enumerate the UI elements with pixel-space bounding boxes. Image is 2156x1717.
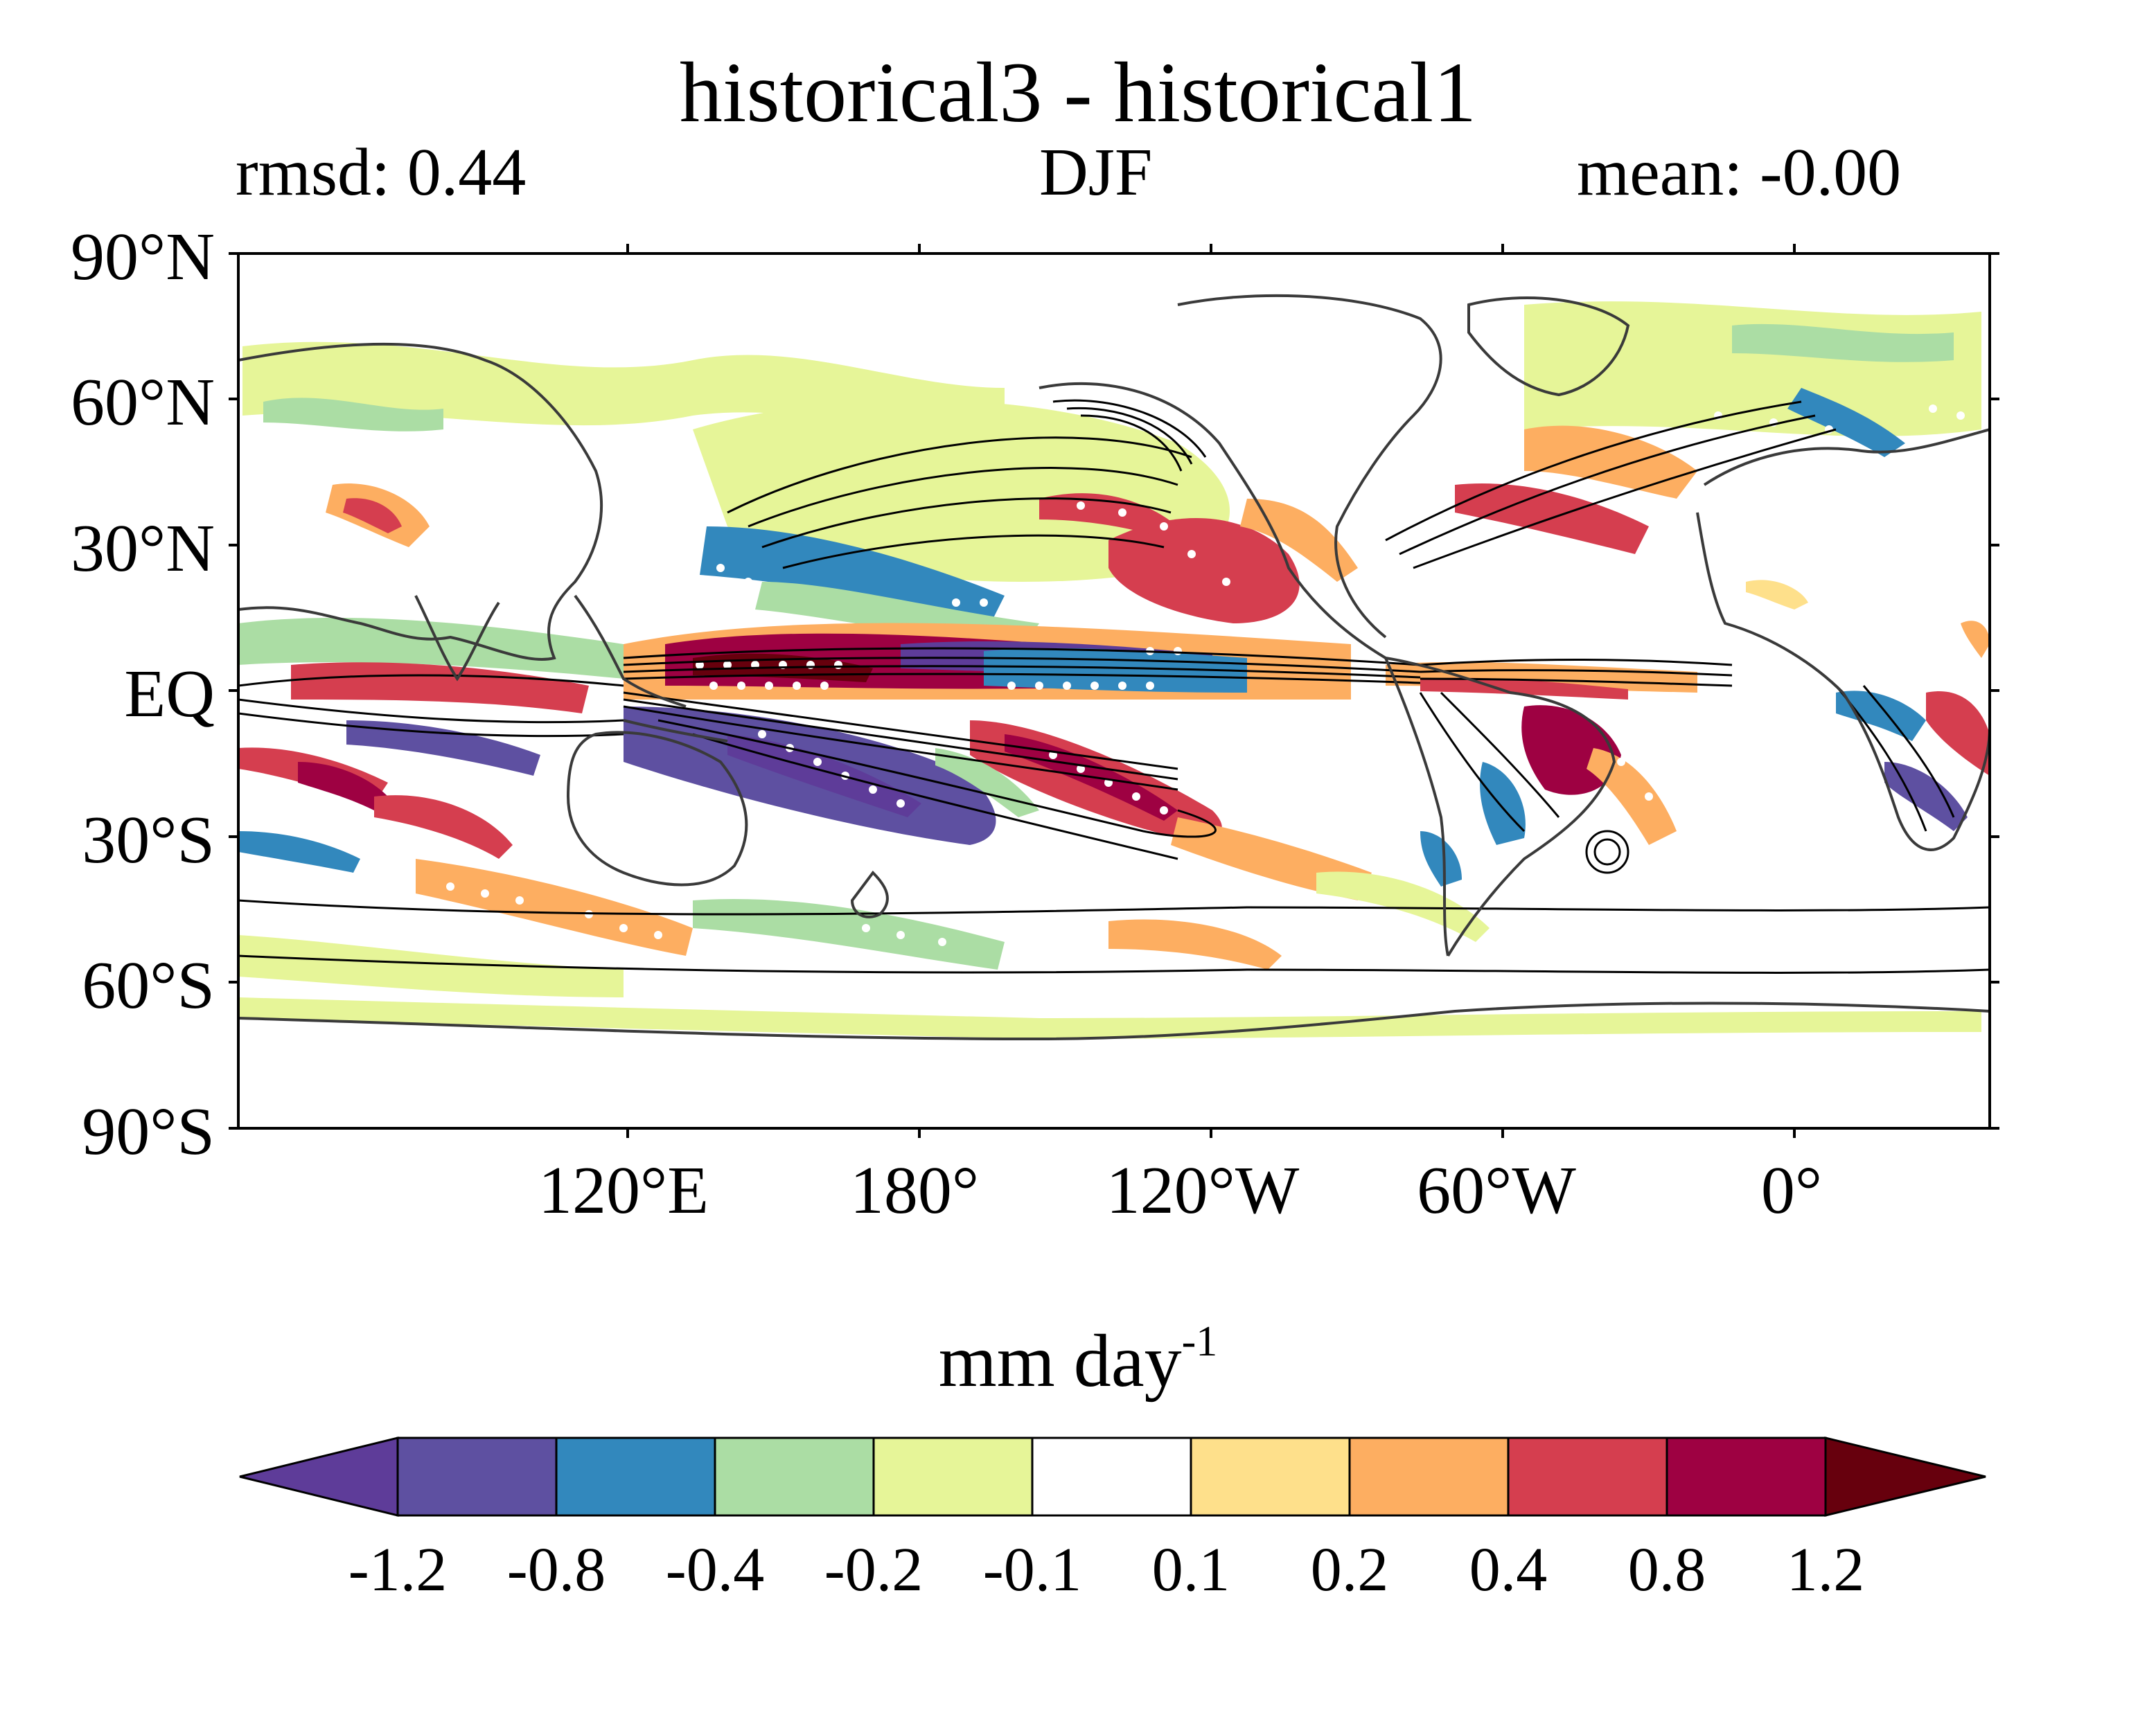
rmsd-label: rmsd: 0.44	[236, 135, 527, 210]
unit-text: mm day	[938, 1320, 1182, 1403]
y-tick-label: 60°S	[82, 948, 215, 1023]
axis-ticks	[229, 244, 1999, 1138]
x-tick-label: 180°	[849, 1153, 980, 1228]
unit-exponent: -1	[1181, 1318, 1218, 1365]
colorbar-tick-label: 0.8	[1627, 1536, 1706, 1604]
x-tick-label: 120°W	[1106, 1153, 1300, 1228]
y-tick-label: 90°N	[71, 220, 215, 294]
colorbar-tick-label: 0.1	[1151, 1536, 1230, 1604]
colorbar-tick-label: -0.8	[506, 1536, 606, 1604]
colorbar	[239, 1436, 1986, 1517]
colorbar-tick-label: 0.4	[1469, 1536, 1548, 1604]
y-tick-label: 30°N	[71, 511, 215, 586]
y-tick-label: 60°N	[71, 365, 215, 440]
coastlines	[238, 294, 1990, 1041]
colorbar-unit-label: mm day-1	[0, 1320, 2156, 1399]
colorbar-tick-label: -0.2	[824, 1536, 924, 1604]
colorbar-tick-label: -1.2	[348, 1536, 448, 1604]
mean-label: mean: -0.00	[1577, 135, 1902, 210]
x-tick-label: 120°E	[538, 1153, 709, 1228]
y-tick-label: EQ	[124, 657, 215, 731]
x-tick-label: 60°W	[1417, 1153, 1576, 1228]
colorbar-tick-label: 0.2	[1310, 1536, 1389, 1604]
y-tick-label: 30°S	[82, 803, 215, 878]
precip-field	[238, 253, 1990, 1128]
colorbar-extend-high	[1824, 1436, 1986, 1517]
plot-title: historical3 - historical1	[679, 45, 1477, 140]
colorbar-extend-low	[239, 1436, 399, 1517]
colorbar-tick-label: -0.1	[982, 1536, 1082, 1604]
x-tick-label: 0°	[1760, 1153, 1823, 1228]
season-label: DJF	[1039, 135, 1153, 210]
y-tick-label: 90°S	[82, 1094, 215, 1169]
colorbar-tick-label: -0.4	[665, 1536, 765, 1604]
colorbar-tick-label: 1.2	[1786, 1536, 1865, 1604]
